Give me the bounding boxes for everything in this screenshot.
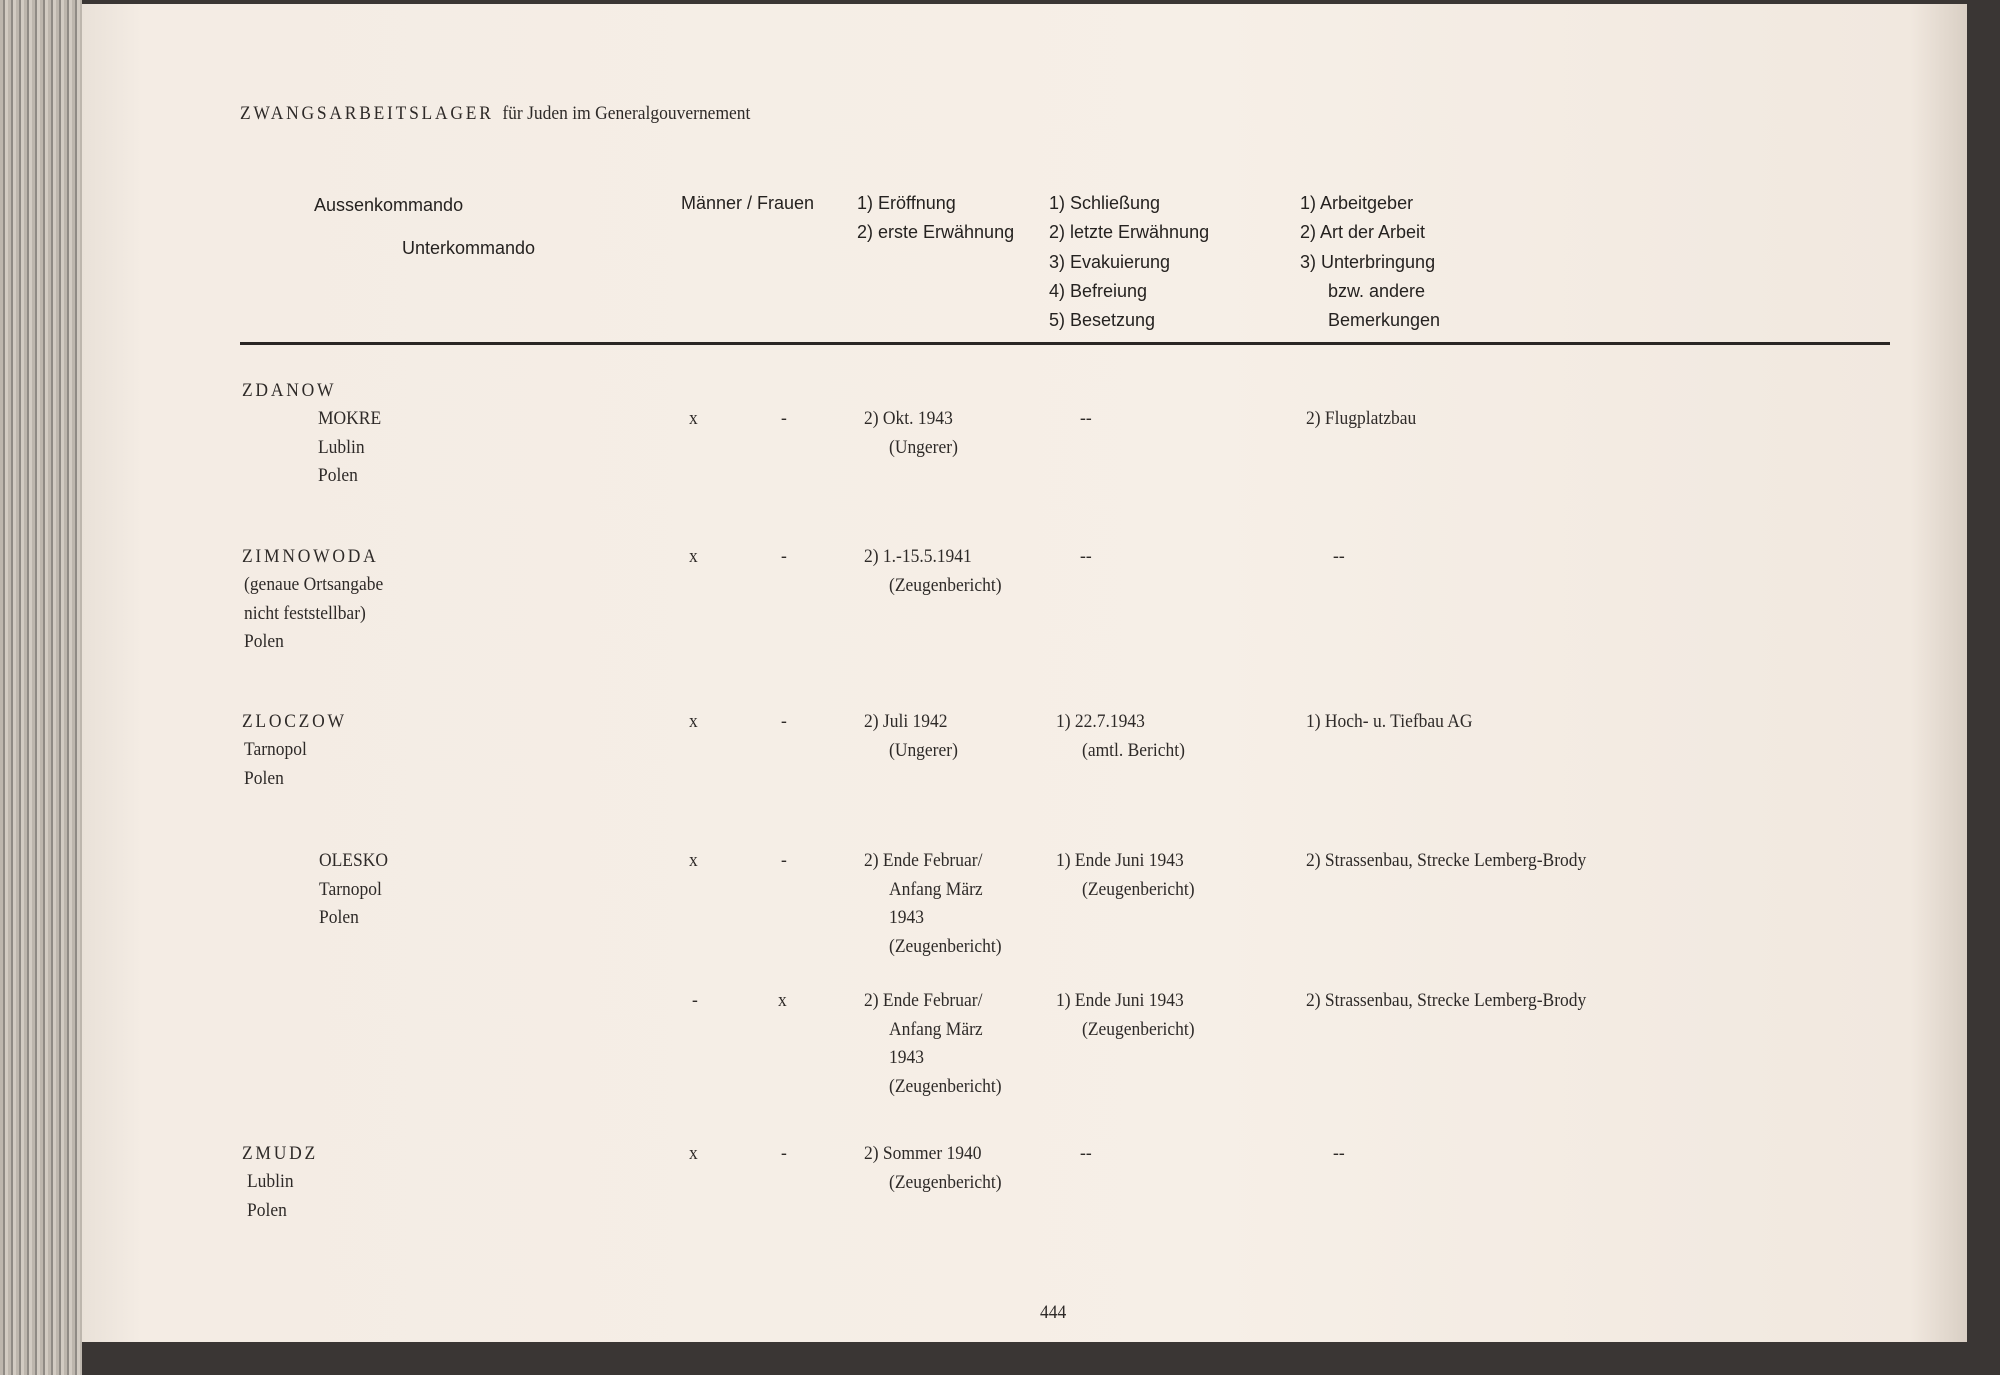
eroeffnung-line: (Zeugenbericht) bbox=[889, 574, 1002, 596]
location-line: Polen bbox=[244, 767, 284, 789]
page-title-caps: ZWANGSARBEITSLAGER bbox=[240, 103, 494, 124]
arbeit-line: 2) Flugplatzbau bbox=[1306, 408, 1417, 429]
header-maenner-frauen: Männer / Frauen bbox=[681, 193, 815, 213]
frauen-mark: - bbox=[781, 1143, 787, 1164]
location-line: MOKRE bbox=[318, 408, 382, 429]
maenner-mark: x bbox=[689, 850, 698, 871]
book-page-edges bbox=[0, 0, 82, 1375]
eroeffnung-line: (Ungerer) bbox=[889, 739, 958, 761]
arbeit-line: 2) Strassenbau, Strecke Lemberg-Brody bbox=[1306, 850, 1587, 871]
location-line: Polen bbox=[244, 631, 284, 652]
location-line: Tarnopol bbox=[319, 878, 382, 900]
schliessung-line: 1) Ende Juni 1943 bbox=[1056, 990, 1184, 1011]
header-rule bbox=[240, 342, 1890, 345]
eroeffnung-line: (Zeugenbericht) bbox=[889, 1075, 1002, 1097]
maenner-mark: x bbox=[689, 546, 698, 567]
eroeffnung-line: 2) 1.-15.5.1941 bbox=[864, 546, 972, 567]
lager-name: ZIMNOWODA bbox=[242, 546, 379, 567]
location-line: (genaue Ortsangabe bbox=[244, 574, 384, 595]
frauen-mark: - bbox=[781, 850, 787, 871]
page-number: 444 bbox=[1040, 1302, 1067, 1323]
eroeffnung-line: (Zeugenbericht) bbox=[889, 935, 1002, 957]
page-title-rest: für Juden im Generalgouvernement bbox=[502, 103, 751, 124]
header-schliessung-line: 1) Schließung bbox=[1049, 193, 1161, 213]
header-arbeit-line: 3) Unterbringung bbox=[1300, 251, 1436, 272]
location-line: Lublin bbox=[247, 1171, 294, 1192]
eroeffnung-line: 1943 bbox=[889, 907, 924, 928]
location-line: Polen bbox=[247, 1199, 287, 1221]
location-line: Lublin bbox=[318, 436, 365, 458]
header-unterkommando: Unterkommando bbox=[402, 238, 536, 258]
frauen-mark: x bbox=[778, 990, 787, 1011]
arbeit-line: -- bbox=[1333, 546, 1345, 567]
arbeit-line: 1) Hoch- u. Tiefbau AG bbox=[1306, 711, 1473, 732]
location-line: Polen bbox=[318, 465, 358, 486]
arbeit-line: -- bbox=[1333, 1143, 1345, 1164]
header-schliessung-line: 5) Besetzung bbox=[1049, 310, 1156, 331]
header-schliessung-line: 3) Evakuierung bbox=[1049, 251, 1171, 272]
page-title: ZWANGSARBEITSLAGER für Juden im Generalg… bbox=[240, 103, 750, 125]
header-aussenkommando: Aussenkommando bbox=[314, 195, 464, 215]
eroeffnung-line: 2) Okt. 1943 bbox=[864, 408, 953, 429]
eroeffnung-line: 2) Ende Februar/ bbox=[864, 850, 983, 871]
maenner-mark: - bbox=[692, 990, 698, 1011]
frauen-mark: - bbox=[781, 408, 787, 429]
eroeffnung-line: (Ungerer) bbox=[889, 436, 958, 458]
eroeffnung-line: 2) Ende Februar/ bbox=[864, 990, 983, 1011]
location-line: nicht feststellbar) bbox=[244, 602, 366, 624]
header-eroeffnung-line: 1) Eröffnung bbox=[857, 193, 956, 213]
location-line: OLESKO bbox=[319, 850, 388, 871]
header-arbeit-line: 2) Art der Arbeit bbox=[1300, 222, 1426, 243]
frauen-mark: - bbox=[781, 546, 787, 567]
eroeffnung-line: Anfang März bbox=[889, 1018, 983, 1040]
schliessung-line: (Zeugenbericht) bbox=[1082, 878, 1195, 900]
maenner-mark: x bbox=[689, 1143, 698, 1164]
maenner-mark: x bbox=[689, 711, 698, 732]
eroeffnung-line: Anfang März bbox=[889, 878, 983, 900]
location-line: Tarnopol bbox=[244, 739, 307, 760]
schliessung-line: -- bbox=[1080, 408, 1092, 429]
header-arbeit-line: 1) Arbeitgeber bbox=[1300, 193, 1414, 213]
eroeffnung-line: 2) Sommer 1940 bbox=[864, 1143, 982, 1164]
arbeit-line: 2) Strassenbau, Strecke Lemberg-Brody bbox=[1306, 990, 1587, 1011]
header-arbeit-line: bzw. andere bbox=[1328, 281, 1426, 302]
maenner-mark: x bbox=[689, 408, 698, 429]
lager-name: ZLOCZOW bbox=[242, 711, 347, 732]
schliessung-line: (Zeugenbericht) bbox=[1082, 1018, 1195, 1040]
lager-name: ZMUDZ bbox=[242, 1143, 318, 1164]
location-line: Polen bbox=[319, 907, 359, 928]
frauen-mark: - bbox=[781, 711, 787, 732]
eroeffnung-line: (Zeugenbericht) bbox=[889, 1171, 1002, 1193]
lager-name: ZDANOW bbox=[242, 380, 337, 401]
schliessung-line: -- bbox=[1080, 1143, 1092, 1164]
schliessung-line: 1) 22.7.1943 bbox=[1056, 711, 1145, 732]
schliessung-line: (amtl. Bericht) bbox=[1082, 739, 1185, 761]
header-schliessung-line: 4) Befreiung bbox=[1049, 281, 1148, 302]
book-page bbox=[82, 4, 1967, 1342]
schliessung-line: -- bbox=[1080, 546, 1092, 567]
header-arbeit-line: Bemerkungen bbox=[1328, 310, 1441, 331]
eroeffnung-line: 2) Juli 1942 bbox=[864, 711, 948, 732]
eroeffnung-line: 1943 bbox=[889, 1047, 924, 1068]
header-eroeffnung-line: 2) erste Erwähnung bbox=[857, 222, 1015, 243]
schliessung-line: 1) Ende Juni 1943 bbox=[1056, 850, 1184, 871]
header-schliessung-line: 2) letzte Erwähnung bbox=[1049, 222, 1210, 243]
